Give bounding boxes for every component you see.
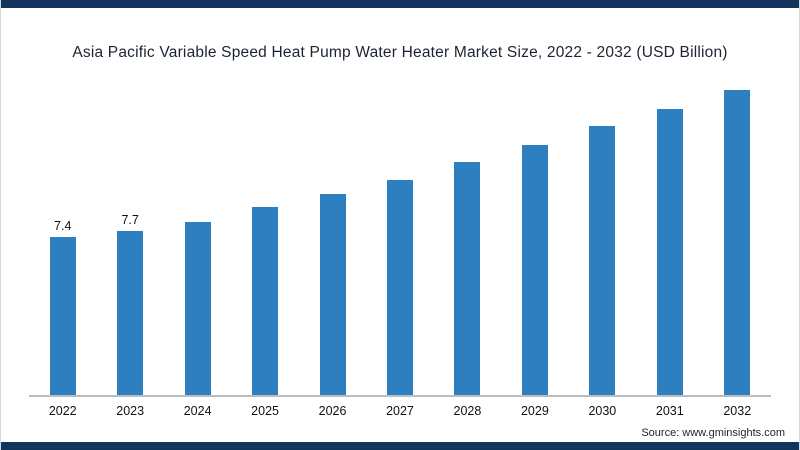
bar-column <box>231 77 298 395</box>
bar-column <box>704 77 771 395</box>
bottom-accent-bar <box>1 442 799 450</box>
top-accent-bar <box>1 0 799 8</box>
bar-column <box>636 77 703 395</box>
bar-column: 7.7 <box>96 77 163 395</box>
chart-title: Asia Pacific Variable Speed Heat Pump Wa… <box>72 44 728 61</box>
x-axis-label: 2022 <box>48 404 77 418</box>
bar-column <box>299 77 366 395</box>
bar <box>386 180 413 395</box>
bar-column <box>501 77 568 395</box>
x-axis-label: 2031 <box>655 404 684 418</box>
x-axis-label: 2023 <box>116 404 145 418</box>
bar <box>184 222 211 395</box>
x-axis-labels: 2022 2023 2024 2025 2026 2027 2028 2029 2030 2031… <box>29 404 771 418</box>
bar <box>521 145 548 395</box>
x-axis-label: 2030 <box>588 404 617 418</box>
bar <box>252 207 279 395</box>
source-text: Source: www.gminsights.com <box>641 427 785 439</box>
bar <box>724 90 751 395</box>
bar <box>49 237 76 395</box>
x-axis-label: 2024 <box>183 404 212 418</box>
bar <box>117 231 144 395</box>
bar <box>454 162 481 395</box>
bar-column: 7.4 <box>29 77 96 395</box>
bar <box>656 109 683 395</box>
bar <box>589 126 616 395</box>
x-axis-label: 2028 <box>453 404 482 418</box>
x-axis-label: 2025 <box>251 404 279 418</box>
bar-column <box>434 77 501 395</box>
x-axis-label: 2032 <box>723 404 752 418</box>
bar-value-label: 7.7 <box>121 213 139 227</box>
bar-value-label: 7.4 <box>54 219 72 233</box>
bar-column <box>164 77 231 395</box>
bar-column <box>569 77 636 395</box>
plot-area: 7.4 7.7 <box>29 77 771 397</box>
bar <box>319 194 346 395</box>
x-axis-label: 2027 <box>386 404 414 418</box>
x-axis-label: 2026 <box>318 404 347 418</box>
bar-column <box>366 77 433 395</box>
x-axis-label: 2029 <box>520 404 549 418</box>
